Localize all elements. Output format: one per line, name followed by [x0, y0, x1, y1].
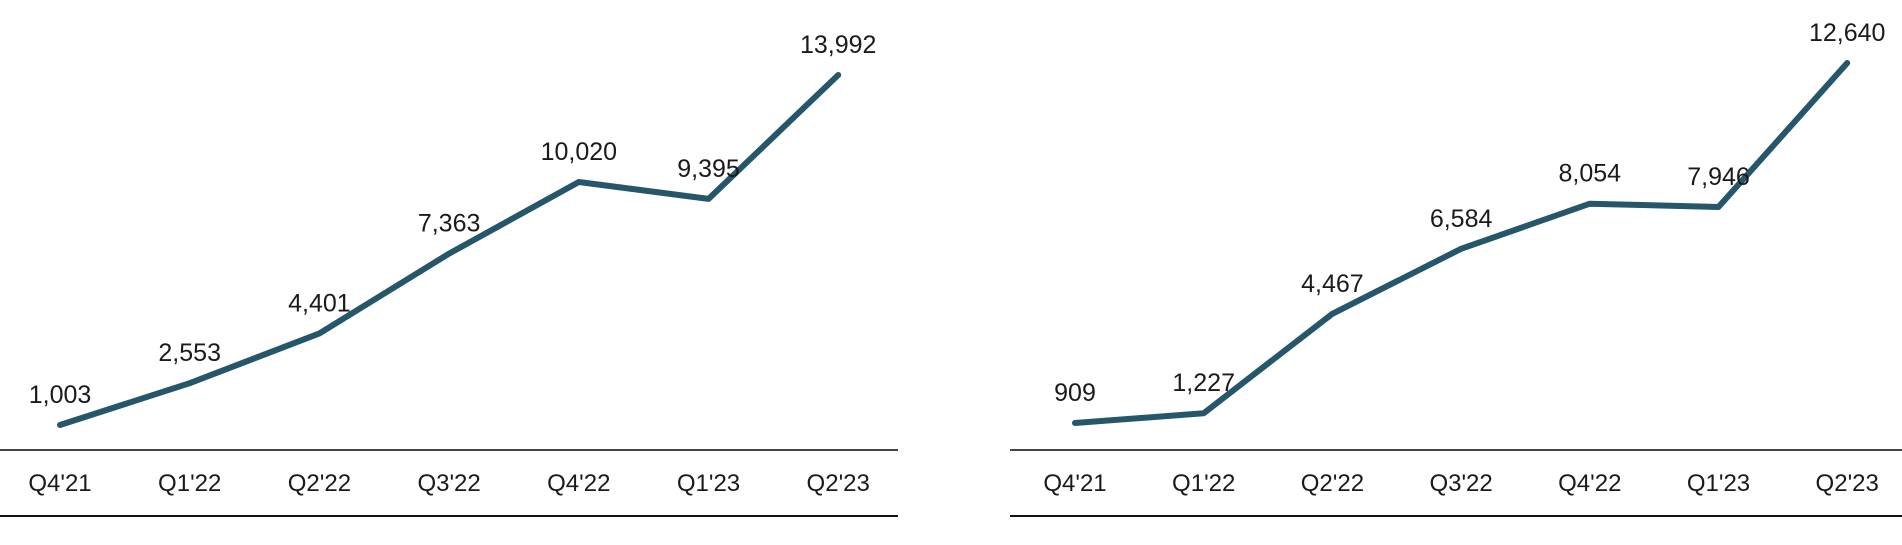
x-tick-label: Q1'22 [158, 470, 221, 497]
x-tick-label: Q4'22 [547, 470, 610, 497]
x-tick-label: Q3'22 [1429, 470, 1492, 497]
x-tick-label: Q4'22 [1558, 470, 1621, 497]
data-label: 1,003 [29, 381, 92, 409]
x-tick-label: Q3'22 [417, 470, 480, 497]
data-label: 6,584 [1430, 205, 1493, 233]
series-line [57, 72, 842, 428]
data-label: 1,227 [1172, 369, 1235, 397]
series-line [1072, 60, 1851, 426]
x-tick-label: Q2'22 [1301, 470, 1364, 497]
data-label: 909 [1054, 379, 1096, 407]
data-label: 4,467 [1301, 270, 1364, 298]
data-label: 13,992 [800, 31, 876, 59]
x-tick-label: Q2'23 [807, 470, 870, 497]
x-tick-label: Q1'22 [1172, 470, 1235, 497]
left-line-chart: 1,003 2,553 4,401 7,363 10,020 9,395 13,992 Q4'… [0, 31, 898, 517]
data-label: 7,946 [1687, 163, 1750, 191]
data-label: 9,395 [677, 155, 740, 183]
x-tick-label: Q1'23 [1687, 470, 1750, 497]
data-label: 4,401 [288, 289, 351, 317]
data-label: 2,553 [158, 339, 221, 367]
data-label: 12,640 [1809, 19, 1885, 47]
data-label: 7,363 [418, 210, 481, 238]
x-tick-label: Q1'23 [677, 470, 740, 497]
data-label: 10,020 [541, 138, 617, 166]
x-tick-label: Q2'23 [1816, 470, 1879, 497]
data-label: 8,054 [1559, 160, 1622, 188]
right-line-chart: 909 1,227 4,467 6,584 8,054 7,946 12,640 Q4'21 Q… [1010, 19, 1902, 517]
x-tick-label: Q4'21 [1043, 470, 1106, 497]
x-tick-label: Q4'21 [28, 470, 91, 497]
x-tick-label: Q2'22 [288, 470, 351, 497]
